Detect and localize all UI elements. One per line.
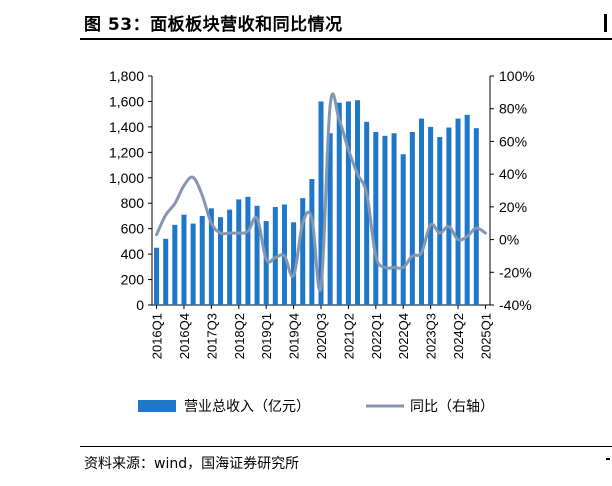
right-tick-label: -20% xyxy=(499,264,532,280)
x-tick-label: 2025Q1 xyxy=(478,313,493,359)
revenue-bar xyxy=(309,179,315,305)
revenue-bar xyxy=(446,127,452,306)
revenue-bar xyxy=(391,133,397,305)
revenue-bar xyxy=(428,126,434,305)
left-tick-label: 1,200 xyxy=(109,144,144,160)
x-tick-label: 2019Q4 xyxy=(287,313,302,359)
revenue-bar xyxy=(418,118,424,305)
revenue-bar xyxy=(227,209,233,305)
revenue-bar xyxy=(318,101,324,305)
revenue-bar xyxy=(245,196,251,305)
yoy-line-series xyxy=(155,92,487,292)
right-tick-label: 60% xyxy=(499,133,527,149)
revenue-bar xyxy=(218,217,224,305)
left-tick-label: 1,600 xyxy=(109,93,144,109)
left-tick-label: 1,800 xyxy=(109,68,144,84)
bottom-rule xyxy=(80,446,612,447)
revenue-bar xyxy=(254,205,260,305)
revenue-bar xyxy=(437,137,443,305)
legend-label-revenue: 营业总收入（亿元） xyxy=(184,399,310,415)
left-tick-label: 600 xyxy=(121,221,145,237)
right-tick-label: 40% xyxy=(499,166,527,182)
right-tick-label: -40% xyxy=(499,297,532,313)
revenue-bar xyxy=(373,131,379,305)
edge-dot xyxy=(606,458,610,460)
figure-title: 图 53：面板板块营收和同比情况 xyxy=(84,15,343,35)
revenue-bar xyxy=(291,222,297,305)
revenue-bar xyxy=(263,221,269,305)
right-tick-label: 100% xyxy=(499,68,535,84)
left-tick-label: 1,400 xyxy=(109,119,144,135)
revenue-bar xyxy=(364,121,370,305)
revenue-bar xyxy=(236,199,242,305)
revenue-bar xyxy=(355,100,361,305)
revenue-bar xyxy=(163,238,169,305)
revenue-bar xyxy=(409,131,415,305)
top-rule xyxy=(80,38,612,40)
x-tick-label: 2023Q3 xyxy=(424,313,439,359)
revenue-bar xyxy=(208,208,214,305)
chart-axes: 0 200 400 600 800 1,000 1,200 1,400 1,600 1,800 -4… xyxy=(109,68,535,359)
x-tick-label: 2021Q2 xyxy=(341,313,356,359)
x-tick-label: 2016Q1 xyxy=(150,313,165,359)
left-tick-label: 200 xyxy=(121,272,145,288)
x-tick-label: 2024Q2 xyxy=(451,313,466,359)
right-tick-label: 80% xyxy=(499,101,527,117)
x-tick-label: 2018Q2 xyxy=(232,313,247,359)
right-tick-label: 20% xyxy=(499,199,527,215)
revenue-bar xyxy=(455,118,461,305)
left-tick-label: 800 xyxy=(121,195,145,211)
x-tick-label: 2020Q3 xyxy=(314,313,329,359)
revenue-bar xyxy=(199,215,205,305)
revenue-bar xyxy=(172,224,178,305)
left-tick-label: 400 xyxy=(121,246,145,262)
edge-mark xyxy=(604,14,607,32)
legend-label-yoy: 同比（右轴） xyxy=(410,399,494,415)
revenue-bar xyxy=(154,247,160,305)
revenue-bar xyxy=(464,114,470,305)
revenue-bar xyxy=(300,198,306,305)
revenue-bar xyxy=(181,214,187,305)
yoy-line xyxy=(155,92,487,292)
revenue-bar xyxy=(400,154,406,305)
left-tick-label: 0 xyxy=(136,297,144,313)
source-note: 资料来源：wind，国海证券研究所 xyxy=(84,456,300,472)
revenue-yoy-chart: 0 200 400 600 800 1,000 1,200 1,400 1,600 1,800 -4… xyxy=(109,68,535,415)
x-tick-label: 2022Q1 xyxy=(369,313,384,359)
revenue-bar xyxy=(336,102,342,305)
revenue-bar xyxy=(473,128,479,305)
x-tick-label: 2019Q1 xyxy=(259,313,274,359)
revenue-bar xyxy=(190,223,196,305)
chart-legend: 营业总收入（亿元） 同比（右轴） xyxy=(138,399,494,415)
revenue-bar xyxy=(327,133,333,305)
revenue-bar xyxy=(272,207,278,305)
right-tick-label: 0% xyxy=(499,232,519,248)
x-tick-label: 2017Q3 xyxy=(204,313,219,359)
x-tick-label: 2016Q4 xyxy=(177,313,192,359)
legend-swatch-revenue xyxy=(138,400,176,412)
revenue-bars xyxy=(154,100,479,306)
left-tick-label: 1,000 xyxy=(109,170,144,186)
x-tick-label: 2022Q4 xyxy=(396,313,411,359)
revenue-bar xyxy=(345,101,351,305)
revenue-bar xyxy=(382,135,388,305)
